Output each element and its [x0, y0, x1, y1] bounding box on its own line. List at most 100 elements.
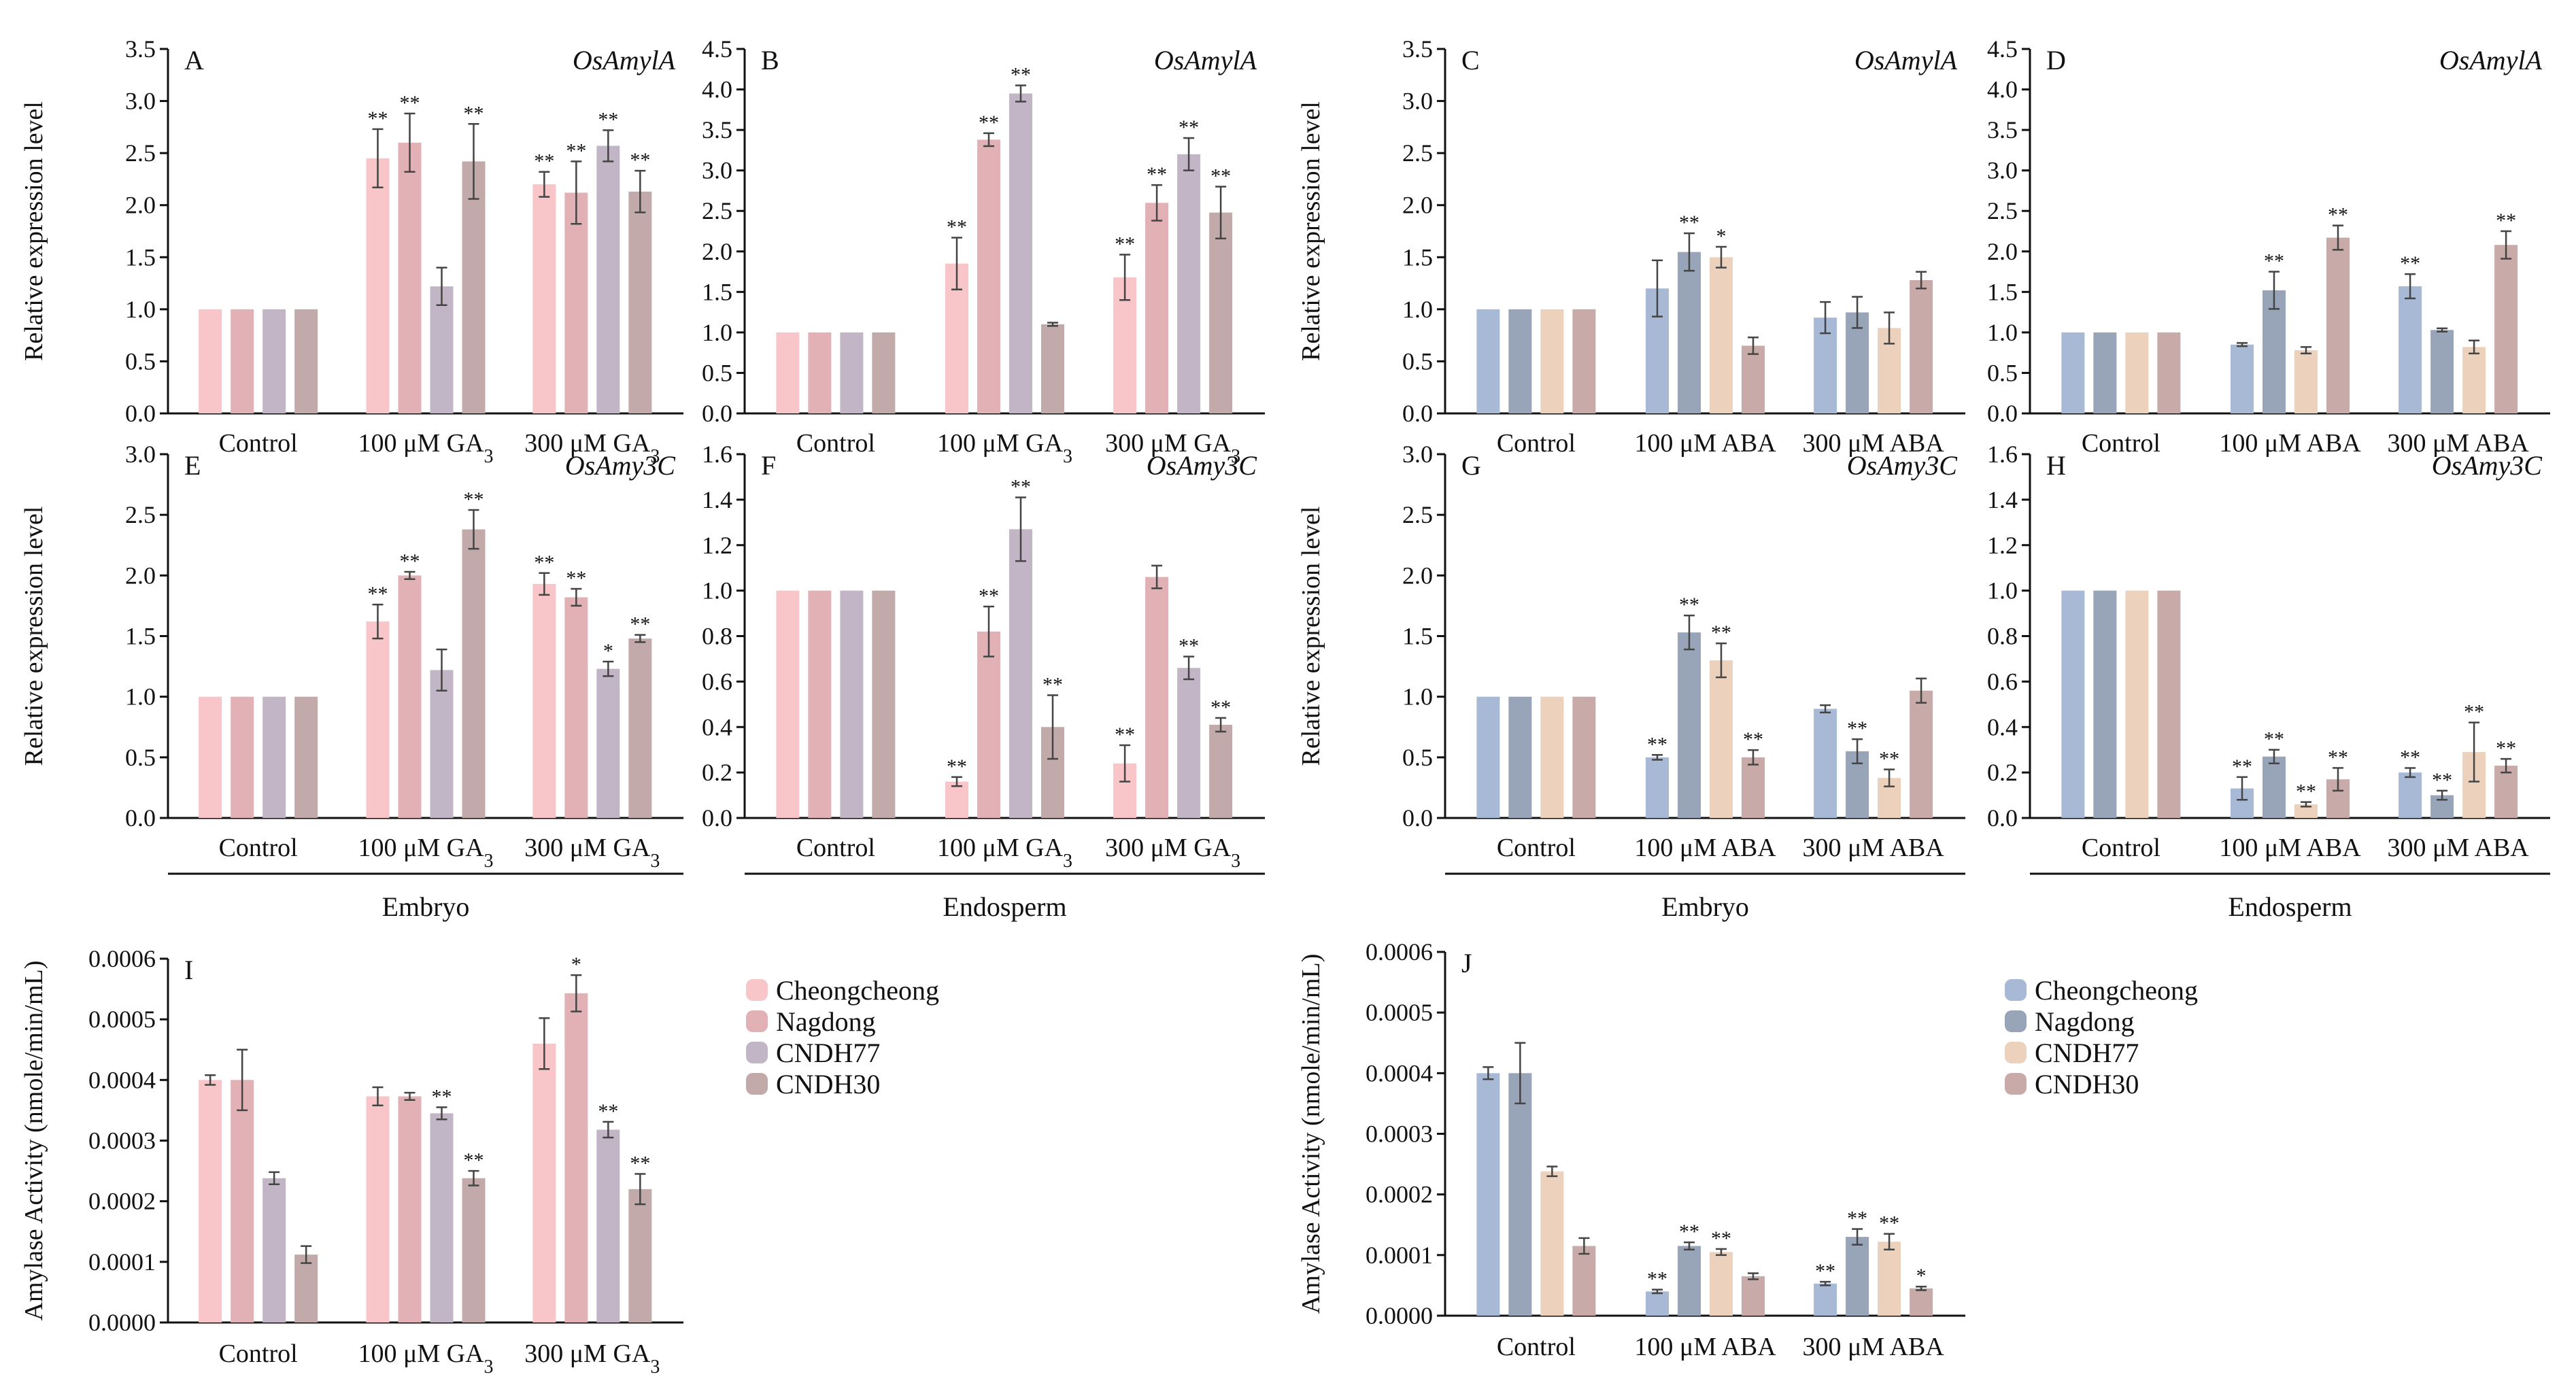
bar — [366, 158, 390, 414]
x-tick-label: 300 μM ABA — [2387, 429, 2529, 458]
y-tick-label: 2.5 — [702, 197, 732, 224]
bar — [1710, 660, 1733, 818]
x-tick-label: 300 μM ABA — [1802, 834, 1944, 862]
y-axis-label: Amylase Activity (nmole/min/mL) — [1297, 954, 1325, 1314]
bar — [1508, 696, 1532, 818]
bar — [1646, 757, 1669, 818]
legend-label: CNDH77 — [776, 1038, 880, 1068]
significance-mark: ** — [368, 583, 388, 605]
y-tick-label: 2.0 — [1402, 192, 1433, 219]
bar — [1476, 696, 1500, 818]
significance-mark: ** — [1179, 116, 1199, 139]
bar — [532, 184, 556, 413]
y-axis-label: Relative expression level — [20, 101, 48, 361]
bar — [776, 590, 800, 818]
bar — [628, 1189, 652, 1322]
bar — [1742, 1276, 1765, 1316]
y-tick-label: 1.0 — [1402, 296, 1433, 323]
bar — [628, 191, 652, 413]
x-tick-label: Control — [1497, 834, 1576, 862]
y-tick-label: 2.5 — [1402, 501, 1433, 528]
significance-mark: ** — [1647, 1268, 1667, 1291]
gene-name: OsAmylA — [1854, 45, 1958, 75]
bar — [199, 309, 222, 413]
legend-label: CNDH30 — [776, 1069, 880, 1099]
panel-label: C — [1461, 45, 1480, 75]
legend-label: Cheongcheong — [776, 975, 939, 1006]
significance-mark: ** — [630, 149, 650, 171]
gene-name: OsAmylA — [573, 45, 676, 75]
significance-mark: ** — [2264, 250, 2284, 273]
group-label-embryo: Embryo — [382, 891, 470, 922]
bar — [199, 1080, 222, 1322]
y-tick-label: 1.5 — [125, 623, 156, 650]
bar — [462, 1178, 486, 1322]
x-tick-label: Control — [2082, 834, 2160, 862]
bar — [2093, 590, 2117, 818]
y-tick-label: 0.8 — [702, 623, 732, 650]
bar — [262, 696, 286, 818]
y-tick-label: 0.4 — [702, 713, 732, 740]
bar — [596, 146, 620, 413]
significance-mark: ** — [1115, 723, 1135, 746]
bar — [1009, 529, 1032, 818]
bar — [564, 597, 588, 818]
group-label-endosperm: Endosperm — [2228, 891, 2352, 922]
bar — [294, 1254, 318, 1322]
significance-mark: ** — [947, 216, 967, 239]
bar — [808, 332, 832, 413]
bar — [294, 309, 318, 413]
significance-mark: ** — [1011, 64, 1031, 86]
significance-mark: * — [1716, 225, 1727, 247]
y-tick-label: 1.2 — [1987, 532, 2018, 559]
bar — [430, 286, 454, 413]
bar — [2263, 290, 2286, 413]
bar — [2494, 766, 2518, 818]
y-tick-label: 4.5 — [1987, 35, 2018, 63]
bar — [398, 142, 422, 414]
significance-mark: ** — [400, 550, 420, 573]
y-tick-label: 0.0 — [125, 804, 156, 832]
significance-mark: ** — [1879, 1212, 1899, 1235]
bar — [1508, 309, 1532, 413]
bar — [1678, 252, 1701, 413]
y-tick-label: 0.0004 — [1366, 1059, 1433, 1087]
y-tick-label: 0.5 — [1402, 744, 1433, 771]
bar — [2157, 590, 2181, 818]
significance-mark: ** — [630, 1152, 650, 1175]
y-tick-label: 1.0 — [1987, 577, 2018, 604]
significance-mark: ** — [432, 1085, 452, 1108]
significance-mark: ** — [947, 755, 967, 778]
y-tick-label: 0.0000 — [1366, 1302, 1433, 1329]
significance-mark: ** — [2328, 746, 2348, 768]
bar — [262, 309, 286, 413]
y-axis-label: Relative expression level — [1297, 507, 1325, 766]
x-tick-label: 100 μM GA3 — [937, 429, 1072, 467]
bar — [840, 332, 864, 413]
significance-mark: * — [571, 953, 581, 976]
bar — [872, 590, 896, 818]
legend-label: CNDH77 — [2035, 1038, 2139, 1068]
significance-mark: ** — [1847, 1207, 1867, 1229]
y-tick-label: 1.0 — [702, 319, 732, 346]
bar — [977, 139, 1000, 413]
bar — [1814, 1283, 1837, 1316]
y-tick-label: 3.5 — [125, 35, 156, 63]
x-tick-label: 300 μM GA3 — [524, 1339, 660, 1378]
bar — [532, 583, 556, 818]
significance-mark: ** — [2232, 755, 2252, 778]
y-tick-label: 1.6 — [702, 441, 732, 468]
bar — [1846, 312, 1869, 413]
x-tick-label: 300 μM ABA — [1802, 429, 1944, 458]
y-tick-label: 2.0 — [125, 192, 156, 219]
bar — [2093, 332, 2117, 413]
bar — [1710, 257, 1733, 413]
x-tick-label: 300 μM GA3 — [524, 834, 660, 872]
y-tick-label: 0.0001 — [1366, 1242, 1433, 1269]
x-tick-label: 100 μM ABA — [1634, 834, 1776, 862]
y-tick-label: 1.6 — [1987, 441, 2018, 468]
significance-mark: ** — [1179, 635, 1199, 658]
bar — [1742, 757, 1765, 818]
bar — [1910, 1288, 1933, 1316]
legend-swatch — [2005, 1042, 2027, 1063]
